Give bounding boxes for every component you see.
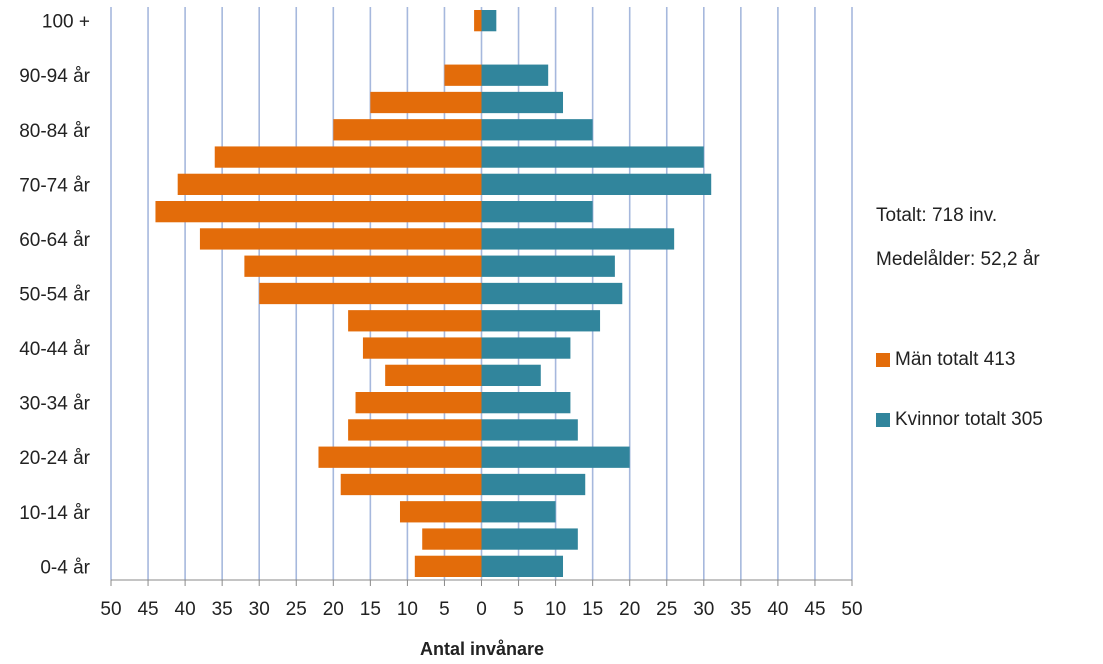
bar-women (481, 419, 578, 441)
bar-men (259, 282, 482, 305)
x-tick-label: 40 (175, 599, 196, 620)
x-tick-label: 35 (730, 599, 751, 620)
y-category-label: 80-84 år (19, 121, 90, 142)
bar-women (481, 255, 615, 277)
legend-item-men: Män totalt 413 (876, 349, 1015, 371)
x-tick-label: 30 (249, 599, 270, 620)
bar-men (422, 528, 482, 550)
bar-women (481, 282, 623, 305)
bars (155, 10, 712, 577)
bar-men (333, 119, 482, 141)
x-tick-label: 25 (656, 599, 677, 620)
y-category-label: 10-14 år (19, 503, 90, 524)
bar-men (348, 419, 482, 441)
x-tick-label: 40 (767, 599, 788, 620)
x-tick-label: 0 (476, 599, 487, 620)
legend-label-men: Män totalt 413 (895, 349, 1016, 370)
bar-men (340, 473, 482, 496)
bar-women (481, 446, 630, 468)
median-age-annotation: Medelålder: 52,2 år (876, 249, 1040, 270)
x-tick-label: 45 (804, 599, 825, 620)
y-axis-labels: 0-4 år 10-14 år 20-24 år 30-34 år 40-44 år 50… (19, 12, 90, 579)
bar-women (481, 337, 571, 359)
bar-women (481, 501, 556, 523)
bar-men (399, 501, 482, 523)
y-category-label: 50-54 år (19, 285, 90, 306)
bar-women (481, 555, 564, 577)
bar-women (481, 392, 571, 414)
bar-men (355, 392, 482, 414)
bar-men (155, 201, 482, 223)
x-tick-label: 25 (286, 599, 307, 620)
x-tick-label: 30 (693, 599, 714, 620)
y-category-label: 70-74 år (19, 175, 90, 196)
y-category-label: 20-24 år (19, 448, 90, 469)
bar-men (474, 10, 482, 32)
bar-women (481, 119, 593, 141)
bar-men (362, 337, 482, 359)
y-category-label: 40-44 år (19, 339, 90, 360)
y-category-label: 90-94 år (19, 66, 90, 87)
x-tick-label: 15 (582, 599, 603, 620)
bar-men (199, 228, 482, 250)
bar-women (481, 528, 578, 550)
x-tick-label: 15 (360, 599, 381, 620)
y-category-label: 0-4 år (40, 557, 90, 578)
bar-men (177, 173, 482, 195)
x-tick-label: 45 (137, 599, 158, 620)
bar-women (481, 173, 712, 195)
legend-label-women: Kvinnor totalt 305 (895, 409, 1043, 430)
bar-men (244, 255, 482, 277)
bar-women (481, 64, 549, 86)
x-tick-label: 50 (100, 599, 121, 620)
x-tick-label: 20 (323, 599, 344, 620)
y-category-label: 30-34 år (19, 394, 90, 415)
bar-women (481, 201, 593, 223)
bar-women (481, 364, 541, 386)
x-tick-label: 50 (841, 599, 862, 620)
x-tick-label: 10 (397, 599, 418, 620)
bar-women (481, 10, 497, 32)
y-category-label: 100 + (42, 12, 90, 33)
bar-men (385, 364, 482, 386)
x-axis: 50 45 40 35 30 25 20 15 10 5 0 5 10 15 20 25 30 35 40 45 50 (100, 579, 863, 620)
x-tick-label: 20 (619, 599, 640, 620)
x-axis-title: Antal invånare (420, 639, 544, 659)
bar-women (481, 91, 564, 114)
bar-men (348, 310, 482, 332)
bar-women (481, 310, 601, 332)
bar-women (481, 146, 704, 168)
legend-swatch-women (876, 413, 890, 427)
bar-men (414, 555, 482, 577)
x-tick-label: 5 (513, 599, 524, 620)
bar-men (214, 146, 482, 168)
legend-item-women: Kvinnor totalt 305 (876, 409, 1043, 431)
bar-men (444, 64, 482, 86)
total-annotation: Totalt: 718 inv. (876, 205, 998, 226)
legend-swatch-men (876, 353, 890, 367)
x-tick-label: 10 (545, 599, 566, 620)
x-tick-label: 35 (212, 599, 233, 620)
x-tick-label: 5 (439, 599, 450, 620)
bar-men (318, 446, 482, 468)
bar-women (481, 228, 675, 250)
bar-men (370, 91, 482, 114)
bar-women (481, 473, 586, 496)
y-category-label: 60-64 år (19, 230, 90, 251)
